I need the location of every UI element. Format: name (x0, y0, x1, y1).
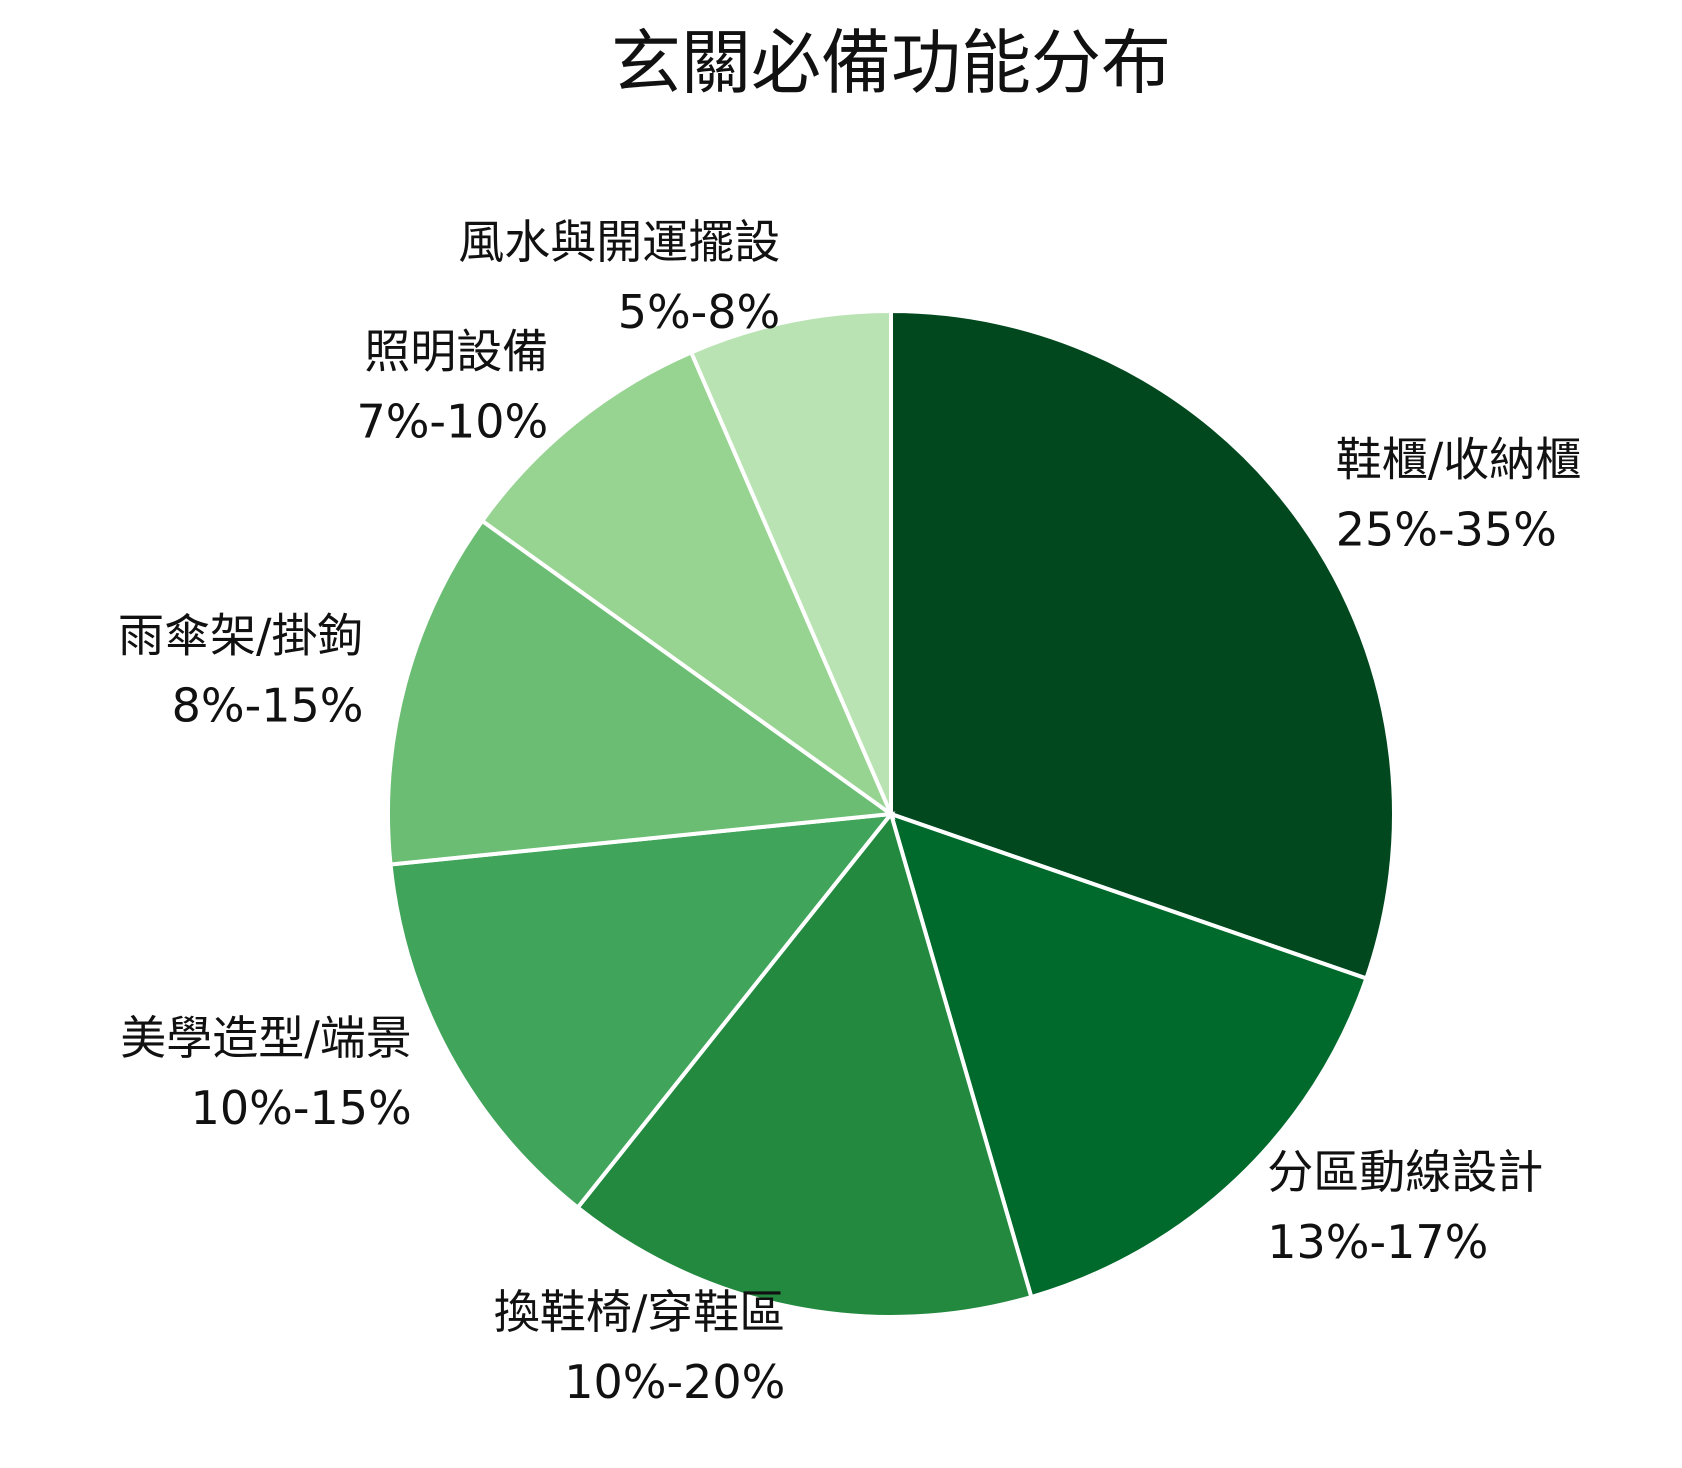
chart-title: 玄關必備功能分布 (611, 22, 1171, 104)
slice-range: 25%-35% (1336, 503, 1557, 557)
pie-slice (574, 809, 1034, 1319)
pie-slice (888, 810, 1369, 1300)
slice-label: 美學造型/端景 (120, 1011, 412, 1065)
slice-label: 照明設備 (364, 324, 548, 378)
slice-label: 分區動線設計 (1267, 1145, 1543, 1199)
pie-slice (479, 349, 896, 820)
slice-label: 鞋櫃/收納櫃 (1336, 433, 1582, 487)
slice-label: 換鞋椅/穿鞋區 (494, 1285, 786, 1339)
pie-slice (889, 308, 1397, 981)
pie-slice (688, 308, 893, 815)
pie-slice (386, 518, 897, 867)
slice-label: 風水與開運擺設 (458, 215, 780, 269)
slice-range: 5%-8% (618, 285, 781, 339)
slice-range: 8%-15% (172, 679, 364, 733)
pie-slice (388, 811, 896, 1211)
slice-range: 10%-15% (191, 1081, 412, 1135)
slice-range: 13%-17% (1267, 1215, 1488, 1269)
slice-range: 7%-10% (356, 394, 548, 448)
slice-label: 雨傘架/掛鉤 (118, 609, 364, 663)
slice-range: 10%-20% (564, 1355, 785, 1409)
